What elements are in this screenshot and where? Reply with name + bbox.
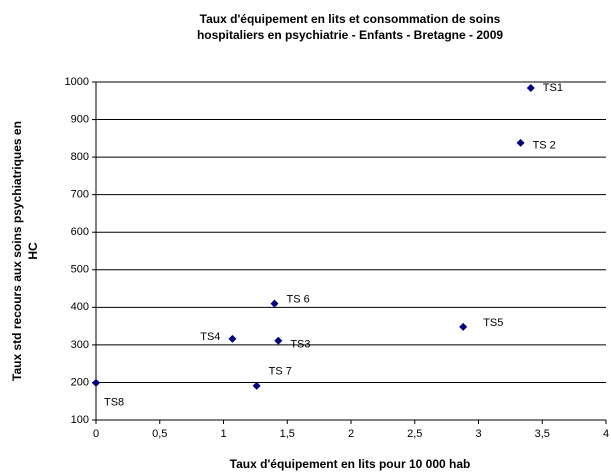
y-tick-label: 400 xyxy=(71,301,89,313)
x-tick-label: 2,5 xyxy=(407,428,422,440)
y-tick-label: 100 xyxy=(71,414,89,426)
point-label: TS 7 xyxy=(269,366,292,378)
x-tick-label: 1,5 xyxy=(280,428,295,440)
point-label: TS5 xyxy=(483,317,503,329)
x-tick-label: 3 xyxy=(475,428,481,440)
y-tick-label: 900 xyxy=(71,113,89,125)
point-label: TS4 xyxy=(200,331,220,343)
y-tick-label: 800 xyxy=(71,151,89,163)
point xyxy=(516,138,525,147)
x-tick-label: 0,5 xyxy=(152,428,167,440)
y-axis-label: Taux std recours aux soins psychiatrique… xyxy=(10,121,24,381)
y-tick-label: 600 xyxy=(71,226,89,238)
point xyxy=(270,299,279,308)
y-tick-label: 1000 xyxy=(65,76,89,88)
point-label: TS 6 xyxy=(287,293,310,305)
point xyxy=(274,336,283,345)
point-label: TS3 xyxy=(290,339,310,351)
point-label: TS 2 xyxy=(533,140,556,152)
x-tick-label: 1 xyxy=(220,428,226,440)
x-tick-label: 2 xyxy=(348,428,354,440)
point xyxy=(526,84,535,93)
chart-title: hospitaliers en psychiatrie - Enfants - … xyxy=(197,28,503,42)
y-tick-label: 500 xyxy=(71,264,89,276)
point-label: TS1 xyxy=(543,82,563,94)
chart-title: Taux d'équipement en lits et consommatio… xyxy=(200,12,501,26)
y-axis-label: HC xyxy=(26,242,40,260)
x-axis-label: Taux d'équipement en lits pour 10 000 ha… xyxy=(230,457,471,471)
x-tick-label: 4 xyxy=(603,428,609,440)
point xyxy=(228,334,237,343)
y-tick-label: 300 xyxy=(71,339,89,351)
x-tick-label: 0 xyxy=(93,428,99,440)
point xyxy=(252,381,261,390)
point-label: TS8 xyxy=(104,397,124,409)
point xyxy=(459,322,468,331)
point xyxy=(92,378,100,387)
x-tick-label: 3,5 xyxy=(535,428,550,440)
y-tick-label: 700 xyxy=(71,189,89,201)
y-tick-label: 200 xyxy=(71,376,89,388)
